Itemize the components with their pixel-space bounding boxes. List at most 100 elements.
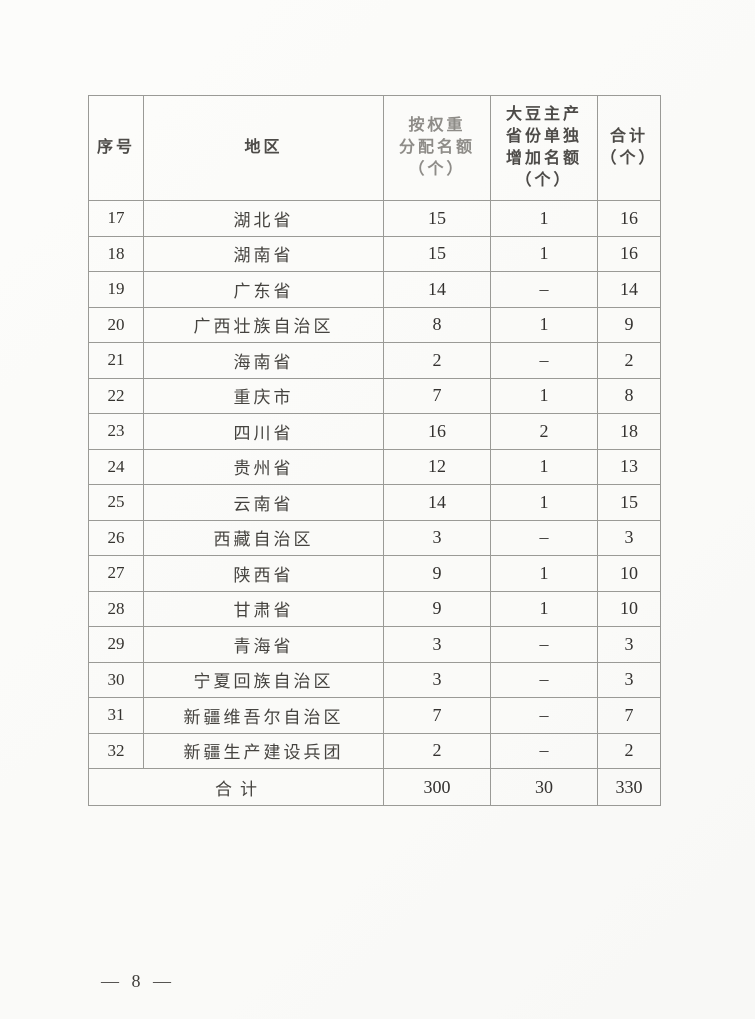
cell-region: 青海省	[143, 626, 384, 663]
cell-weight-quota: 14	[383, 484, 491, 521]
table-row: 19 广东省 14 – 14	[88, 271, 661, 308]
cell-serial-number: 26	[88, 519, 144, 556]
cell-serial-number: 22	[88, 377, 144, 414]
cell-total: 8	[597, 377, 661, 414]
table-row: 32 新疆生产建设兵团 2 – 2	[88, 732, 661, 769]
cell-region: 新疆维吾尔自治区	[143, 697, 384, 734]
table-row: 21 海南省 2 – 2	[88, 342, 661, 379]
cell-weight-quota: 14	[383, 271, 491, 308]
cell-total: 10	[597, 590, 661, 627]
cell-soybean-extra-quota: 1	[490, 484, 598, 521]
cell-weight-quota: 8	[383, 306, 491, 343]
cell-soybean-extra-quota: 1	[490, 377, 598, 414]
table-row: 22 重庆市 7 1 8	[88, 377, 661, 414]
table-row: 29 青海省 3 – 3	[88, 626, 661, 663]
cell-soybean-extra-quota: 1	[490, 200, 598, 237]
cell-region: 贵州省	[143, 448, 384, 485]
header-serial-number: 序号	[88, 95, 144, 201]
cell-weight-quota: 9	[383, 555, 491, 592]
cell-total: 7	[597, 697, 661, 734]
cell-soybean-extra-quota: 1	[490, 235, 598, 272]
cell-soybean-extra-quota: 1	[490, 590, 598, 627]
cell-serial-number: 17	[88, 200, 144, 237]
cell-total: 14	[597, 271, 661, 308]
cell-serial-number: 32	[88, 732, 144, 769]
cell-total: 13	[597, 448, 661, 485]
cell-serial-number: 29	[88, 626, 144, 663]
cell-total: 10	[597, 555, 661, 592]
cell-region: 新疆生产建设兵团	[143, 732, 384, 769]
cell-total: 18	[597, 413, 661, 450]
header-region: 地区	[143, 95, 384, 201]
cell-total: 3	[597, 626, 661, 663]
cell-soybean-extra-quota: –	[490, 519, 598, 556]
cell-serial-number: 24	[88, 448, 144, 485]
cell-serial-number: 25	[88, 484, 144, 521]
table-row: 26 西藏自治区 3 – 3	[88, 519, 661, 556]
cell-region: 湖北省	[143, 200, 384, 237]
cell-region: 宁夏回族自治区	[143, 661, 384, 698]
cell-region: 湖南省	[143, 235, 384, 272]
cell-serial-number: 30	[88, 661, 144, 698]
cell-weight-quota: 3	[383, 519, 491, 556]
table-body: 17 湖北省 15 1 16 18 湖南省 15 1 16 19 广东省 14 …	[88, 200, 661, 769]
cell-soybean-extra-quota: –	[490, 661, 598, 698]
cell-weight-quota: 12	[383, 448, 491, 485]
cell-region: 四川省	[143, 413, 384, 450]
cell-region: 陕西省	[143, 555, 384, 592]
cell-total: 16	[597, 235, 661, 272]
cell-serial-number: 20	[88, 306, 144, 343]
cell-region: 西藏自治区	[143, 519, 384, 556]
cell-region: 甘肃省	[143, 590, 384, 627]
cell-total: 3	[597, 661, 661, 698]
cell-region: 云南省	[143, 484, 384, 521]
cell-total: 9	[597, 306, 661, 343]
cell-weight-quota: 9	[383, 590, 491, 627]
cell-weight-quota: 15	[383, 200, 491, 237]
cell-serial-number: 28	[88, 590, 144, 627]
cell-serial-number: 27	[88, 555, 144, 592]
table-row: 24 贵州省 12 1 13	[88, 448, 661, 485]
total-soybean-extra-quota: 30	[490, 768, 598, 806]
cell-weight-quota: 2	[383, 342, 491, 379]
cell-total: 2	[597, 732, 661, 769]
cell-weight-quota: 7	[383, 377, 491, 414]
header-total: 合计 （个）	[597, 95, 661, 201]
cell-soybean-extra-quota: –	[490, 732, 598, 769]
table-row: 18 湖南省 15 1 16	[88, 235, 661, 272]
cell-total: 3	[597, 519, 661, 556]
cell-total: 16	[597, 200, 661, 237]
cell-soybean-extra-quota: –	[490, 342, 598, 379]
table-row: 23 四川省 16 2 18	[88, 413, 661, 450]
cell-soybean-extra-quota: 1	[490, 306, 598, 343]
cell-weight-quota: 3	[383, 626, 491, 663]
cell-soybean-extra-quota: 1	[490, 555, 598, 592]
cell-serial-number: 23	[88, 413, 144, 450]
table-header-row: 序号 地区 按权重 分配名额 （个） 大豆主产 省份单独 增加名额 （个） 合计…	[88, 95, 661, 201]
cell-serial-number: 31	[88, 697, 144, 734]
total-label: 合计	[88, 768, 384, 806]
cell-total: 15	[597, 484, 661, 521]
total-weight-quota: 300	[383, 768, 491, 806]
cell-region: 海南省	[143, 342, 384, 379]
cell-weight-quota: 16	[383, 413, 491, 450]
cell-total: 2	[597, 342, 661, 379]
table-row: 20 广西壮族自治区 8 1 9	[88, 306, 661, 343]
quota-allocation-table: 序号 地区 按权重 分配名额 （个） 大豆主产 省份单独 增加名额 （个） 合计…	[88, 95, 661, 806]
cell-serial-number: 18	[88, 235, 144, 272]
cell-region: 广东省	[143, 271, 384, 308]
header-weight-quota: 按权重 分配名额 （个）	[383, 95, 491, 201]
cell-soybean-extra-quota: –	[490, 626, 598, 663]
cell-soybean-extra-quota: 1	[490, 448, 598, 485]
cell-region: 重庆市	[143, 377, 384, 414]
table-row: 28 甘肃省 9 1 10	[88, 590, 661, 627]
cell-weight-quota: 7	[383, 697, 491, 734]
cell-region: 广西壮族自治区	[143, 306, 384, 343]
cell-soybean-extra-quota: –	[490, 271, 598, 308]
cell-soybean-extra-quota: –	[490, 697, 598, 734]
table-row: 27 陕西省 9 1 10	[88, 555, 661, 592]
cell-serial-number: 21	[88, 342, 144, 379]
cell-soybean-extra-quota: 2	[490, 413, 598, 450]
table-row: 31 新疆维吾尔自治区 7 – 7	[88, 697, 661, 734]
header-soybean-extra-quota: 大豆主产 省份单独 增加名额 （个）	[490, 95, 598, 201]
